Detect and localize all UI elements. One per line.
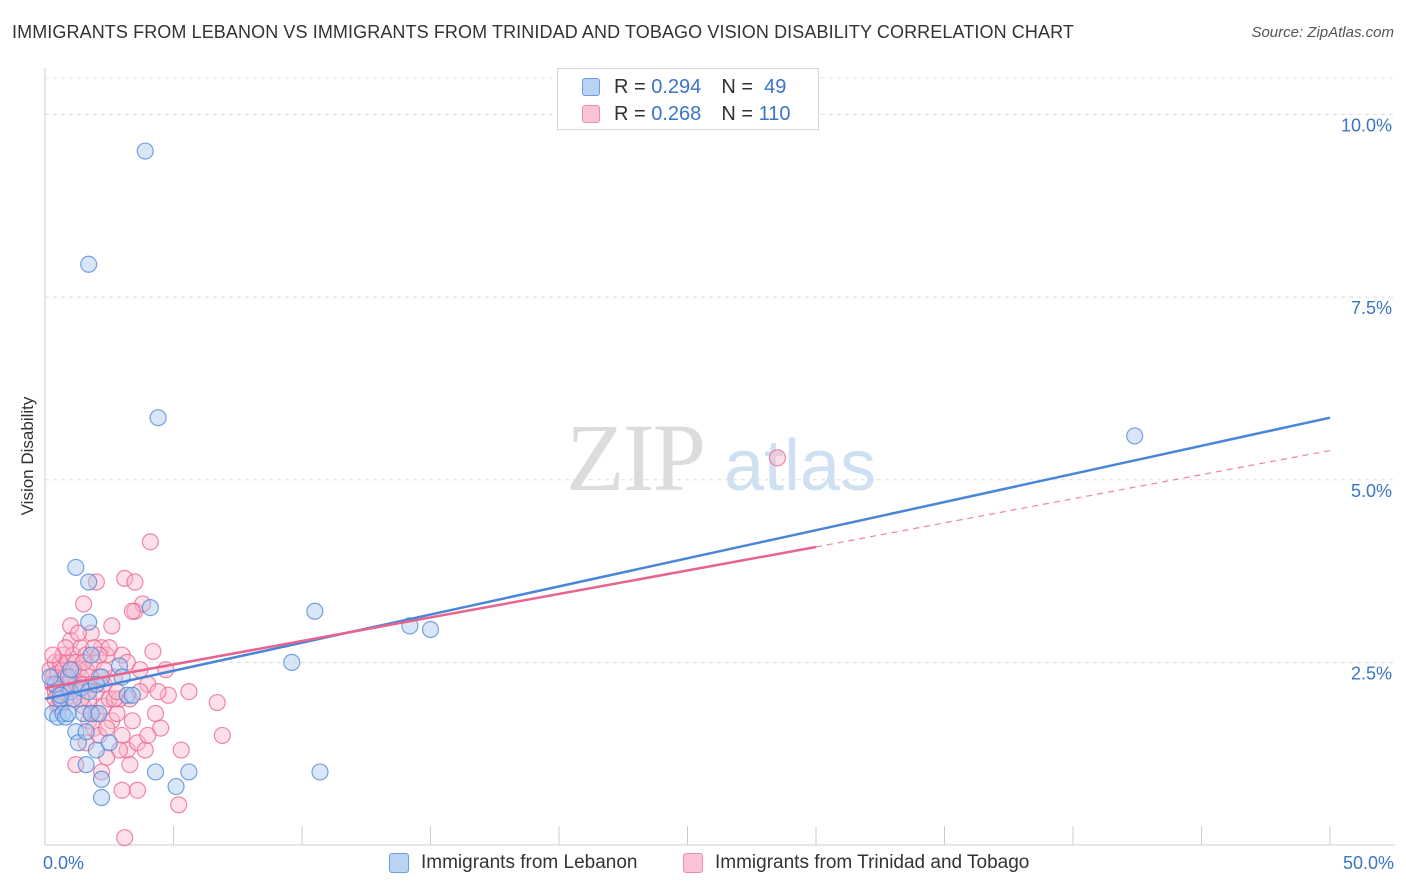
y-tick-label: 7.5%: [1351, 298, 1392, 318]
y-tick-label: 10.0%: [1341, 116, 1392, 136]
lebanon-point: [100, 734, 118, 752]
trinidad-point: [74, 595, 93, 613]
trinidad-point: [141, 533, 159, 551]
y-tick-label: 5.0%: [1351, 481, 1392, 501]
legend-row-lebanon: R = 0.294 N = 49: [582, 74, 786, 100]
trinidad-point: [180, 682, 198, 701]
trinidad-trend-line: [44, 545, 817, 690]
trinidad-point: [159, 686, 177, 704]
trinidad-point: [768, 449, 787, 467]
lebanon-point: [62, 661, 80, 679]
legend-label-trinidad: Immigrants from Trinidad and Tobago: [715, 852, 1030, 873]
lebanon-point: [306, 602, 324, 620]
trinidad-point: [44, 646, 62, 664]
trinidad-trend-extension: [815, 449, 1331, 548]
trinidad-point: [116, 569, 134, 587]
lebanon-point: [1126, 427, 1144, 445]
x-tick-label: 0.0%: [43, 853, 84, 873]
legend-n-value: 49: [764, 75, 787, 98]
lebanon-point: [90, 704, 108, 723]
lebanon-point: [283, 653, 301, 671]
trinidad-point: [123, 602, 141, 620]
y-tick-label: 2.5%: [1351, 663, 1392, 683]
trinidad-point: [108, 704, 126, 723]
lebanon-point: [311, 763, 329, 781]
lebanon-point: [82, 646, 100, 664]
trinidad-point: [152, 719, 170, 737]
lebanon-point: [118, 686, 136, 704]
lebanon-point: [77, 756, 95, 774]
lebanon-point: [87, 741, 106, 759]
legend-row-trinidad: R = 0.268 N = 110: [582, 101, 790, 127]
trinidad-point: [116, 829, 134, 847]
source-credit: Source: ZipAtlas.com: [1251, 24, 1394, 41]
lebanon-point: [59, 704, 77, 723]
lebanon-point: [421, 620, 440, 639]
legend-item-trinidad[interactable]: Immigrants from Trinidad and Tobago: [683, 852, 1029, 874]
legend-n-value: 110: [758, 102, 791, 125]
trinidad-point: [113, 781, 131, 799]
legend-swatch-lebanon: [389, 853, 409, 873]
legend-item-lebanon[interactable]: Immigrants from Lebanon: [389, 852, 638, 874]
lebanon-point: [123, 686, 141, 704]
legend-r-value: 0.268: [651, 102, 702, 125]
trinidad-point: [149, 682, 167, 701]
legend-swatch-trinidad: [582, 105, 600, 123]
lebanon-point: [146, 763, 165, 781]
lebanon-point: [80, 573, 98, 591]
legend-n-label: N =: [721, 102, 753, 125]
trinidad-point: [123, 712, 141, 730]
legend-label-lebanon: Immigrants from Lebanon: [421, 852, 638, 873]
trinidad-point: [144, 642, 162, 661]
trinidad-point: [213, 726, 231, 745]
legend-n-label: N =: [721, 75, 753, 98]
tick-labels: 2.5% 5.0% 7.5% 10.0% 0.0% 50.0%: [43, 116, 1394, 873]
trinidad-point: [139, 726, 157, 745]
legend-r-label: R =: [614, 102, 646, 125]
legend-swatch-lebanon: [582, 78, 600, 96]
trinidad-point: [121, 756, 139, 774]
trinidad-point: [170, 796, 188, 814]
gridlines: [45, 77, 1395, 663]
trinidad-point: [146, 704, 165, 723]
watermark-atlas: atlas: [724, 426, 876, 506]
lebanon-point: [80, 255, 98, 273]
legend-r-value: 0.294: [651, 75, 702, 98]
lebanon-point: [141, 598, 159, 617]
legend-swatch-trinidad: [683, 853, 703, 873]
trinidad-point: [126, 573, 144, 591]
trinidad-point: [82, 624, 100, 642]
trinidad-point: [103, 617, 121, 635]
stats-legend: R = 0.294 N = 49 R = 0.268 N = 110: [557, 68, 819, 130]
lebanon-point: [67, 558, 85, 577]
lebanon-point: [167, 777, 185, 796]
trinidad-point: [136, 741, 154, 759]
watermark-zip: ZIP: [566, 404, 704, 511]
lebanon-point: [92, 788, 111, 807]
lebanon-point: [149, 409, 167, 427]
trinidad-point: [92, 763, 111, 781]
lebanon-point: [77, 723, 95, 741]
trinidad-point: [56, 639, 75, 657]
trinidad-point: [69, 624, 88, 642]
lebanon-point: [41, 668, 59, 686]
axes: [44, 68, 1395, 846]
series-legend: Immigrants from Lebanon Immigrants from …: [0, 852, 1406, 878]
lebanon-point: [92, 770, 111, 788]
trinidad-point: [172, 741, 190, 759]
x-tick-label: 50.0%: [1343, 853, 1394, 873]
legend-r-label: R =: [614, 75, 646, 98]
chart-title: IMMIGRANTS FROM LEBANON VS IMMIGRANTS FR…: [12, 22, 1074, 42]
trend-lines: [44, 416, 1331, 701]
lebanon-point: [80, 613, 98, 631]
lebanon-point: [180, 763, 198, 781]
lebanon-point: [136, 142, 154, 160]
trinidad-point: [98, 719, 116, 737]
watermark: ZIP atlas: [566, 404, 876, 511]
lebanon-trend-line: [44, 416, 1331, 701]
trinidad-point: [128, 781, 147, 799]
trinidad-point: [208, 693, 226, 712]
